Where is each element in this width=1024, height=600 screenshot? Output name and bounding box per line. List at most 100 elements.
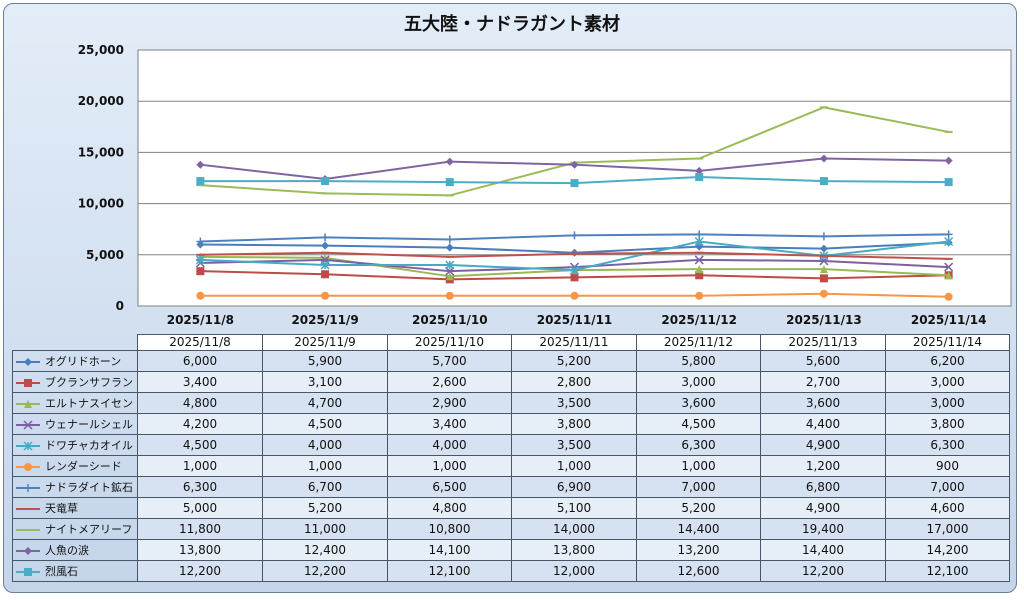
table-cell: 6,800 — [760, 476, 886, 498]
x-tick-label: 2025/11/13 — [786, 313, 862, 327]
table-cell: 13,800 — [137, 539, 263, 561]
table-header-cell: 2025/11/9 — [262, 334, 388, 351]
data-point — [695, 265, 704, 274]
series-legend: ブクランサフラン — [12, 371, 138, 393]
table-row: 天竜草 5,000 5,200 4,800 5,100 5,200 4,900 4,600 — [12, 497, 1010, 519]
data-point — [944, 156, 953, 165]
table-cell: 4,800 — [387, 497, 512, 519]
data-point — [445, 260, 455, 270]
x-tick-label: 2025/11/10 — [412, 313, 488, 327]
data-point — [445, 157, 454, 166]
legend-marker — [24, 400, 32, 408]
series-name: ドワチャカオイル — [45, 439, 133, 452]
table-cell: 4,500 — [262, 413, 388, 435]
legend-marker — [24, 484, 32, 492]
data-point — [570, 273, 579, 282]
y-tick-label: 0 — [116, 299, 124, 313]
data-point — [321, 270, 330, 279]
table-corner — [13, 335, 138, 351]
data-point — [321, 241, 330, 250]
table-cell: 10,800 — [387, 518, 512, 540]
y-tick-label: 25,000 — [78, 43, 124, 57]
table-cell: 3,500 — [511, 392, 637, 414]
x-tick-label: 2025/11/12 — [661, 313, 737, 327]
data-point — [694, 236, 704, 247]
table-cell: 2,800 — [511, 371, 637, 393]
table-cell: 12,000 — [511, 560, 637, 582]
data-point — [570, 179, 579, 188]
data-point — [819, 265, 828, 274]
data-point — [445, 272, 454, 281]
data-point — [944, 236, 954, 247]
table-cell: 4,400 — [760, 413, 886, 435]
table-cell: 5,900 — [262, 350, 388, 372]
series-name: ナドラダイト鉱石 — [45, 481, 133, 494]
table-cell: 3,600 — [760, 392, 886, 414]
table-header-cell: 2025/11/8 — [137, 334, 263, 351]
table-cell: 1,000 — [262, 455, 388, 477]
table-cell: 7,000 — [885, 476, 1010, 498]
data-table: 2025/11/8 2025/11/9 2025/11/10 2025/11/11 20… — [12, 334, 1010, 582]
data-point — [196, 237, 205, 246]
table-cell: 6,000 — [137, 350, 263, 372]
table-cell: 4,200 — [137, 413, 263, 435]
table-cell: 12,200 — [760, 560, 886, 582]
series-legend: レンダーシード — [12, 455, 138, 477]
data-point — [445, 243, 454, 252]
series-name: オグリドホーン — [45, 355, 122, 368]
table-cell: 3,400 — [137, 371, 263, 393]
data-point — [695, 166, 704, 175]
table-cell: 900 — [885, 455, 1010, 477]
series-legend: ドワチャカオイル — [12, 434, 138, 456]
series-name: 天竜草 — [45, 502, 78, 515]
legend-key — [16, 547, 40, 555]
table-cell: 12,600 — [636, 560, 761, 582]
table-row: ブクランサフラン 3,400 3,100 2,600 2,800 3,000 2,700 3,… — [12, 371, 1010, 393]
data-point — [321, 177, 330, 186]
data-point — [819, 274, 828, 283]
table-cell: 4,900 — [760, 434, 886, 456]
table-cell: 14,100 — [387, 539, 512, 561]
data-point — [321, 233, 330, 242]
table-header-cell: 2025/11/14 — [885, 334, 1010, 351]
data-point — [195, 255, 205, 265]
table-header-row: 2025/11/8 2025/11/9 2025/11/10 2025/11/11 20… — [13, 334, 1010, 351]
table-header-cell: 2025/11/13 — [760, 334, 886, 351]
table-cell: 6,500 — [387, 476, 512, 498]
table-cell: 4,500 — [636, 413, 761, 435]
series-name: ナイトメアリーフ — [45, 523, 133, 536]
table-cell: 1,000 — [387, 455, 512, 477]
series-name: エルトナスイセン — [45, 397, 133, 410]
legend-marker — [24, 568, 32, 576]
table-row: エルトナスイセン 4,800 4,700 2,900 3,500 3,600 3,600 3,… — [12, 392, 1010, 414]
legend-key — [16, 568, 40, 576]
table-cell: 12,100 — [387, 560, 512, 582]
table-cell: 3,600 — [636, 392, 761, 414]
table-row: ナドラダイト鉱石 6,300 6,700 6,500 6,900 7,000 6,800 7,… — [12, 476, 1010, 498]
table-cell: 14,400 — [636, 518, 761, 540]
data-point — [819, 154, 828, 163]
table-header-cell: 2025/11/11 — [511, 334, 637, 351]
series-11 — [196, 172, 953, 188]
data-point — [944, 262, 954, 272]
legend-key — [16, 484, 40, 492]
legend-key — [16, 463, 40, 471]
series-legend: 烈風石 — [12, 560, 138, 582]
table-cell: 4,700 — [262, 392, 388, 414]
data-point — [695, 242, 704, 251]
table-cell: 12,100 — [885, 560, 1010, 582]
legend-marker — [24, 547, 32, 555]
series-legend: ナドラダイト鉱石 — [12, 476, 138, 498]
table-cell: 7,000 — [636, 476, 761, 498]
table-row: ウェナールシェル 4,200 4,500 3,400 3,800 4,500 4,400 3,… — [12, 413, 1010, 435]
table-cell: 5,700 — [387, 350, 512, 372]
data-point — [445, 235, 454, 244]
data-point — [445, 291, 454, 300]
x-tick-label: 2025/11/14 — [911, 313, 987, 327]
table-cell: 6,300 — [636, 434, 761, 456]
table-cell: 5,200 — [511, 350, 637, 372]
legend-marker — [24, 463, 32, 471]
table-cell: 2,700 — [760, 371, 886, 393]
data-point — [196, 291, 205, 300]
x-tick-label: 2025/11/9 — [291, 313, 358, 327]
